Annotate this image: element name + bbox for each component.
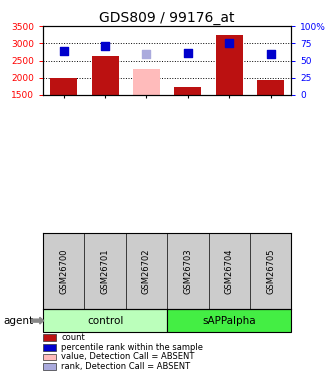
Text: GSM26702: GSM26702: [142, 248, 151, 294]
Bar: [216, 35, 243, 95]
Bar: [92, 56, 118, 95]
Point: [103, 43, 108, 49]
Point: [61, 48, 66, 54]
Point: [268, 51, 273, 57]
Point: [144, 51, 149, 57]
Point: [185, 50, 191, 56]
Bar: [133, 69, 160, 95]
Text: GSM26704: GSM26704: [225, 248, 234, 294]
Text: GSM26700: GSM26700: [59, 248, 68, 294]
Text: percentile rank within the sample: percentile rank within the sample: [61, 343, 203, 352]
Text: count: count: [61, 333, 85, 342]
Bar: [257, 80, 284, 95]
Text: GSM26701: GSM26701: [101, 248, 110, 294]
Text: sAPPalpha: sAPPalpha: [202, 316, 256, 326]
Text: agent: agent: [3, 316, 33, 326]
Text: rank, Detection Call = ABSENT: rank, Detection Call = ABSENT: [61, 362, 190, 371]
Bar: [50, 78, 77, 95]
Title: GDS809 / 99176_at: GDS809 / 99176_at: [99, 11, 235, 25]
Bar: [174, 87, 201, 95]
Text: GSM26703: GSM26703: [183, 248, 192, 294]
Text: value, Detection Call = ABSENT: value, Detection Call = ABSENT: [61, 352, 195, 362]
Point: [226, 40, 232, 46]
Text: GSM26705: GSM26705: [266, 248, 275, 294]
Text: control: control: [87, 316, 123, 326]
